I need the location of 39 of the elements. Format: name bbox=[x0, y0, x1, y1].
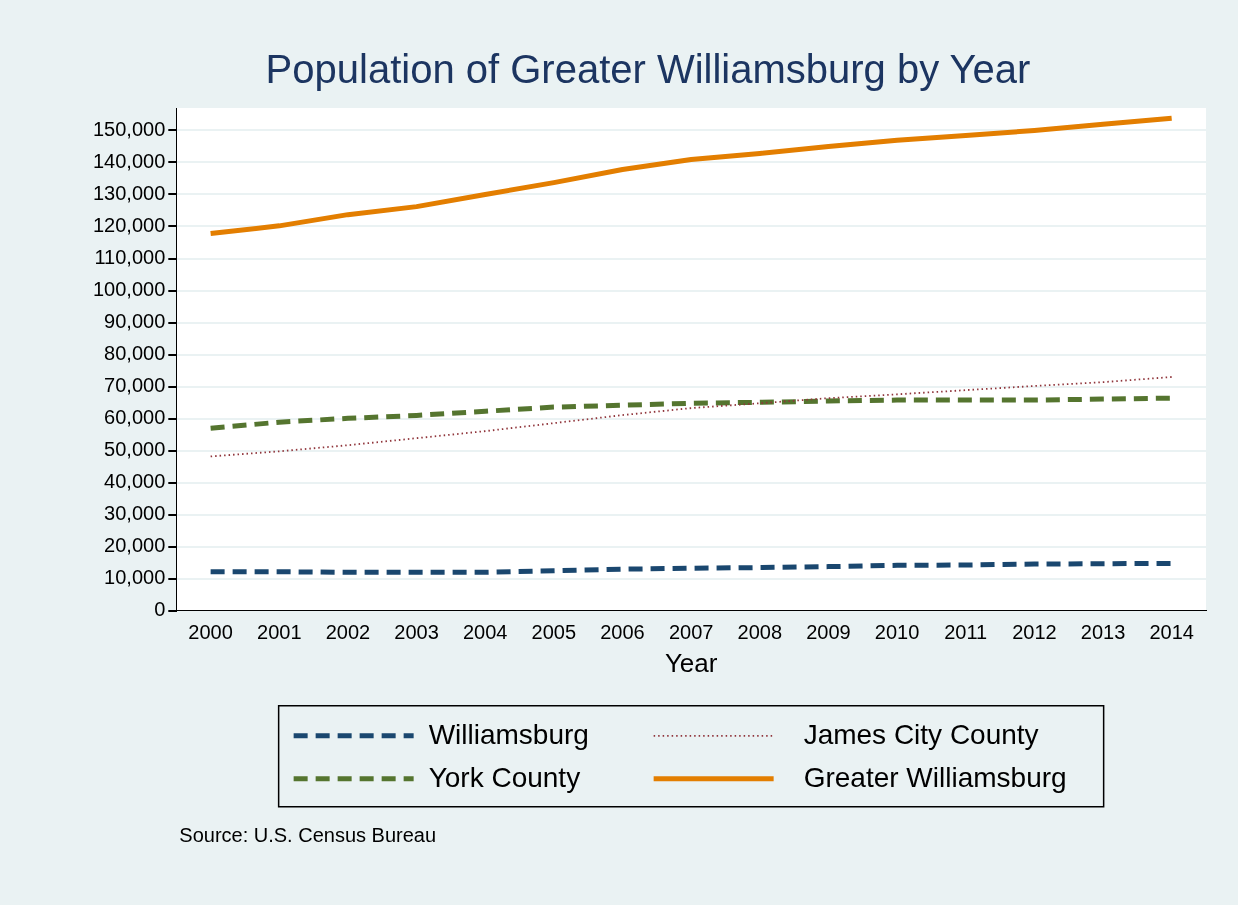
y-tick-label: 90,000 bbox=[104, 310, 166, 333]
x-tick-label: 2006 bbox=[600, 621, 645, 644]
x-tick-label: 2004 bbox=[462, 621, 508, 644]
legend-label: Williamsburg bbox=[428, 718, 589, 750]
y-tick-label: 110,000 bbox=[94, 246, 166, 269]
x-tick-label: 2012 bbox=[1012, 621, 1057, 644]
y-tick-label: 140,000 bbox=[93, 149, 166, 172]
y-tick-label: 130,000 bbox=[93, 181, 166, 204]
y-tick-label: 50,000 bbox=[104, 438, 166, 461]
y-tick-label: 100,000 bbox=[93, 278, 166, 301]
y-tick-label: 10,000 bbox=[104, 566, 166, 589]
y-tick-label: 150,000 bbox=[93, 117, 166, 140]
x-axis-title: Year bbox=[664, 647, 718, 678]
y-tick-label: 120,000 bbox=[93, 214, 166, 237]
y-tick-label: 80,000 bbox=[104, 342, 166, 365]
x-tick-label: 2007 bbox=[668, 621, 714, 644]
x-tick-label: 2001 bbox=[257, 621, 302, 644]
legend-label: Greater Williamsburg bbox=[803, 761, 1067, 793]
legend-label: York County bbox=[428, 761, 581, 793]
x-tick-label: 2002 bbox=[325, 621, 371, 644]
x-tick-label: 2003 bbox=[394, 621, 439, 644]
legend-label: James City County bbox=[803, 718, 1039, 750]
x-tick-label: 2000 bbox=[188, 621, 233, 644]
x-tick-label: 2013 bbox=[1080, 621, 1126, 644]
y-tick-label: 30,000 bbox=[104, 502, 166, 525]
y-tick-label: 0 bbox=[154, 598, 166, 621]
x-tick-label: 2010 bbox=[874, 621, 920, 644]
source-note: Source: U.S. Census Bureau bbox=[179, 824, 437, 847]
x-tick-label: 2008 bbox=[737, 621, 783, 644]
y-tick-label: 40,000 bbox=[104, 470, 166, 493]
x-tick-label: 2014 bbox=[1149, 621, 1194, 644]
y-tick-label: 60,000 bbox=[104, 406, 166, 429]
y-tick-label: 20,000 bbox=[104, 534, 166, 557]
y-tick-label: 70,000 bbox=[104, 374, 166, 397]
x-tick-label: 2005 bbox=[531, 621, 577, 644]
chart-title: Population of Greater Williamsburg by Year bbox=[265, 47, 1031, 92]
x-tick-label: 2011 bbox=[944, 621, 988, 644]
line-series bbox=[209, 376, 1173, 458]
x-tick-label: 2009 bbox=[806, 621, 851, 644]
